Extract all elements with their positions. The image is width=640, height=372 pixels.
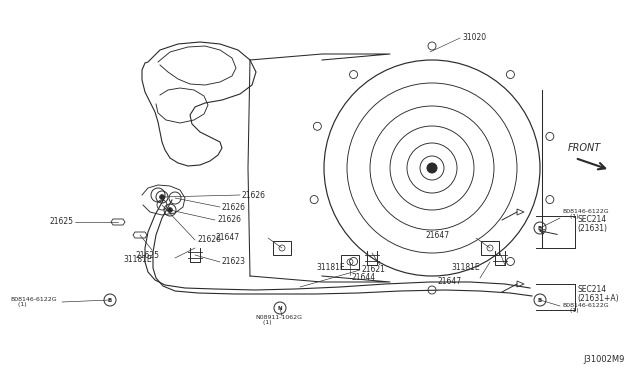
Text: (21631+A): (21631+A) <box>577 294 619 302</box>
Text: B08146-6122G
    (1): B08146-6122G (1) <box>562 302 609 313</box>
Text: B: B <box>538 225 542 231</box>
Text: 31181E: 31181E <box>124 256 152 264</box>
Text: SEC214: SEC214 <box>577 285 606 295</box>
Text: 21647: 21647 <box>216 234 240 243</box>
Text: 31181E: 31181E <box>451 263 480 273</box>
Text: 31020: 31020 <box>462 33 486 42</box>
Text: B08146-6122G
    (1): B08146-6122G (1) <box>562 209 609 219</box>
Text: B: B <box>538 298 542 302</box>
Text: 21625: 21625 <box>136 250 160 260</box>
Circle shape <box>159 195 164 199</box>
Text: 21625: 21625 <box>49 218 73 227</box>
Text: 21647: 21647 <box>426 231 450 241</box>
Text: 21621: 21621 <box>362 266 386 275</box>
Text: B08146-6122G
    (1): B08146-6122G (1) <box>10 296 56 307</box>
Text: 21647: 21647 <box>438 278 462 286</box>
Text: J31002M9: J31002M9 <box>584 356 625 365</box>
Text: (21631): (21631) <box>577 224 607 232</box>
Text: 21626: 21626 <box>242 190 266 199</box>
Text: FRONT: FRONT <box>568 143 601 153</box>
Circle shape <box>168 208 172 212</box>
Text: N: N <box>278 305 282 311</box>
Text: 21623: 21623 <box>222 257 246 266</box>
Text: SEC214: SEC214 <box>577 215 606 224</box>
Text: 31181E: 31181E <box>316 263 345 273</box>
Text: 21644: 21644 <box>352 273 376 282</box>
Circle shape <box>427 163 437 173</box>
Text: B: B <box>108 298 112 302</box>
Text: N08911-1062G
    (1): N08911-1062G (1) <box>255 315 302 326</box>
Text: 21626: 21626 <box>222 202 246 212</box>
Text: 21626: 21626 <box>197 235 221 244</box>
Text: 21626: 21626 <box>217 215 241 224</box>
